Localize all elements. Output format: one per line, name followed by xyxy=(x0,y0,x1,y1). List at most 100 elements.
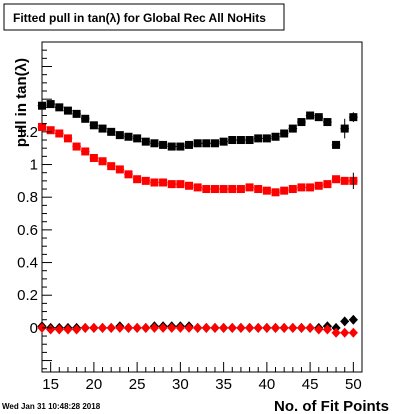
red-square-point xyxy=(228,185,237,194)
red-square-point xyxy=(38,122,46,131)
red-square-point xyxy=(89,153,98,162)
red-square-point xyxy=(193,183,202,192)
red-diamond-point xyxy=(63,324,73,335)
black-square-point xyxy=(202,139,211,148)
x-tick-label: 45 xyxy=(302,376,319,393)
red-diamond-point xyxy=(167,322,177,333)
red-square-point xyxy=(271,188,280,197)
red-square-point xyxy=(72,142,81,151)
red-diamond-point xyxy=(348,327,358,338)
black-square-point xyxy=(89,121,98,130)
red-diamond-point xyxy=(236,322,246,333)
red-square-point xyxy=(262,186,271,195)
red-square-point xyxy=(306,183,315,192)
red-square-point xyxy=(219,185,228,194)
red-diamond-point xyxy=(245,322,255,333)
red-square-point xyxy=(46,126,55,135)
x-tick-label: 15 xyxy=(42,376,59,393)
black-diamond-point xyxy=(348,314,358,325)
red-diamond-point xyxy=(141,322,151,333)
red-diamond-point xyxy=(227,322,237,333)
red-square-point xyxy=(280,186,289,195)
x-tick-label: 35 xyxy=(215,376,232,393)
red-square-point xyxy=(63,134,72,143)
x-axis-ticks: 15 20 25 30 35 40 45 50 xyxy=(41,362,363,393)
black-square-point xyxy=(228,136,237,145)
red-diamond-point xyxy=(296,322,306,333)
red-diamond-point xyxy=(132,322,142,333)
red-diamond-point xyxy=(210,322,220,333)
black-square-point xyxy=(133,134,142,143)
red-diamond-point xyxy=(201,322,211,333)
black-square-point xyxy=(81,114,90,123)
red-diamond-point xyxy=(175,322,185,333)
x-tick-label: 40 xyxy=(259,376,276,393)
red-square-point xyxy=(254,185,263,194)
red-square-point xyxy=(210,185,219,194)
red-diamond-point xyxy=(314,324,324,335)
x-axis-label: No. of Fit Points xyxy=(274,398,389,414)
black-square-point xyxy=(280,129,289,138)
black-square-point xyxy=(38,101,46,110)
black-square-point xyxy=(236,136,245,145)
black-square-point xyxy=(288,124,297,133)
black-square-point xyxy=(176,142,185,151)
y-tick-label: 0.8 xyxy=(17,189,38,206)
red-square-point xyxy=(141,176,150,185)
y-axis-ticks: 0 0.2 0.4 0.6 0.8 1 1.2 xyxy=(17,49,52,370)
red-square-point xyxy=(124,170,133,179)
red-square-point xyxy=(314,181,323,190)
black-square-point xyxy=(332,140,341,149)
red-square-point xyxy=(340,176,349,185)
black-square-point xyxy=(115,131,124,140)
x-tick-label: 20 xyxy=(86,376,103,393)
red-diamond-point xyxy=(46,324,56,335)
red-diamond-point xyxy=(193,322,203,333)
y-tick-label: 0.4 xyxy=(17,255,38,272)
red-square-point xyxy=(202,185,211,194)
red-diamond-point xyxy=(89,322,99,333)
red-diamond-point xyxy=(54,324,64,335)
red-square-point xyxy=(185,181,194,190)
red-square-point xyxy=(323,180,332,189)
black-square-point xyxy=(254,134,263,143)
red-diamond-point xyxy=(80,322,90,333)
red-diamond-point xyxy=(123,322,133,333)
red-diamond-point xyxy=(72,324,82,335)
red-square-point xyxy=(332,175,341,184)
black-square-point xyxy=(306,111,315,120)
red-diamond-point xyxy=(106,322,116,333)
red-square-point xyxy=(297,183,306,192)
red-square-point xyxy=(107,162,116,171)
black-square-point xyxy=(150,139,159,148)
red-diamond-point xyxy=(279,322,289,333)
timestamp: Wed Jan 31 10:48:28 2018 xyxy=(2,402,101,411)
red-square-point xyxy=(167,180,176,189)
red-diamond-point xyxy=(253,322,263,333)
red-square-point xyxy=(236,185,245,194)
black-square-point xyxy=(46,100,55,109)
y-tick-label: 1.2 xyxy=(17,124,38,141)
x-tick-label: 25 xyxy=(129,376,146,393)
black-square-point xyxy=(72,109,81,118)
black-square-point xyxy=(167,142,176,151)
y-axis-label: pull in tan(λ) xyxy=(13,58,30,147)
data-marks xyxy=(37,100,358,338)
red-diamond-point xyxy=(184,322,194,333)
red-diamond-point xyxy=(149,322,159,333)
black-square-point xyxy=(323,118,332,127)
red-diamond-point xyxy=(158,322,168,333)
black-square-point xyxy=(245,136,254,145)
x-tick-label: 30 xyxy=(172,376,189,393)
y-tick-label: 0 xyxy=(30,320,38,337)
black-square-point xyxy=(55,103,64,112)
red-square-point xyxy=(55,129,64,138)
red-square-point xyxy=(159,178,168,187)
red-square-point xyxy=(176,180,185,189)
black-square-point xyxy=(159,140,168,149)
red-diamond-point xyxy=(219,322,229,333)
red-square-point xyxy=(245,183,254,192)
red-diamond-point xyxy=(322,324,332,335)
black-square-point xyxy=(297,118,306,127)
y-tick-label: 0.2 xyxy=(17,287,38,304)
